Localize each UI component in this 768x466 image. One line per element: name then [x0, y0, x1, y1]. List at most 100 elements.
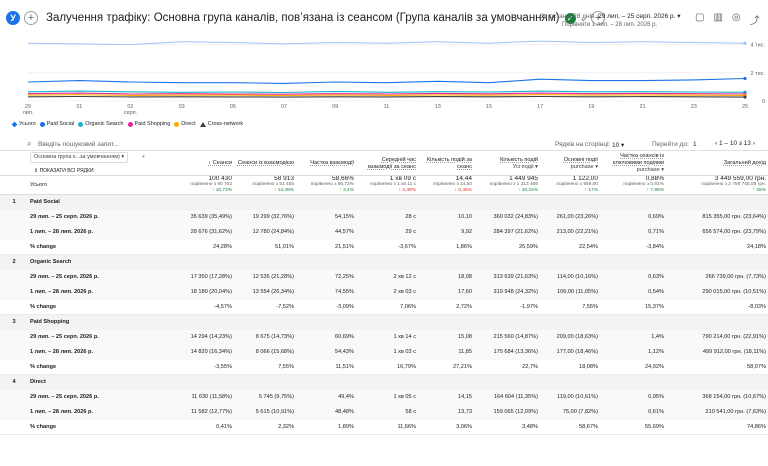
column-event-select[interactable]: Усі події ▾: [512, 163, 538, 170]
group-name[interactable]: Paid Shopping: [28, 314, 768, 330]
totals-cell: 3 449 559,00 грн. порівняно з 2 759 745,0…: [666, 175, 768, 195]
series-line: [27, 94, 746, 97]
metric-column-header[interactable]: Кількість подій за сеанс: [418, 152, 474, 176]
table-cell: 18 180 (20,04%): [158, 284, 234, 300]
table-cell: 313 639 (21,63%): [474, 269, 540, 285]
add-dimension-button[interactable]: +: [140, 154, 145, 160]
change-cell: 2,72%: [418, 299, 474, 315]
x-tick-label: 17: [537, 104, 543, 110]
goto-input[interactable]: 1: [693, 141, 697, 148]
group-index: 3: [0, 314, 28, 330]
table-cell: 261,00 (23,26%): [540, 209, 600, 225]
prev-page-icon[interactable]: ‹: [715, 140, 718, 147]
legend-item[interactable]: Organic Search: [78, 121, 124, 127]
table-cell: 0,95%: [600, 389, 666, 405]
legend-item[interactable]: Усього: [11, 121, 36, 127]
row-date-label: 29 лип. – 25 серп. 2026 р.: [28, 269, 158, 285]
metric-column-header[interactable]: ↓ Сеанси: [158, 152, 234, 176]
date-range-picker[interactable]: За останні 28 днів 29 лип. – 25 серп. 20…: [540, 13, 681, 29]
legend-item[interactable]: Cross-network: [199, 121, 243, 127]
search-input[interactable]: Введіть пошуковий запит...: [38, 141, 119, 148]
column-label[interactable]: Середній час взаємодії за сеанс: [367, 156, 416, 170]
table-cell: 815 355,00 грн. (23,64%): [666, 209, 768, 225]
date-compare: Порівняти 1 лип. – 28 лип. 2026 р.: [562, 22, 658, 28]
column-label[interactable]: ↓ Сеанси: [208, 160, 232, 166]
x-tick-label: 11: [384, 104, 390, 110]
metric-column-header[interactable]: Загальний дохід: [666, 152, 768, 176]
totals-cell: 0,88% порівняно з 0,81% ↑ 7,98%: [600, 175, 666, 195]
row-spacer: [0, 404, 28, 420]
column-label[interactable]: Частка взаємодії: [310, 160, 354, 166]
column-event-select[interactable]: purchase ▾: [636, 167, 664, 173]
share-icon[interactable]: ⤴: [749, 16, 760, 27]
legend-item[interactable]: Paid Social: [39, 121, 75, 127]
group-name[interactable]: Paid Social: [28, 194, 768, 210]
totals-delta: ↑ 10,73%: [211, 188, 232, 193]
report-toolbar: ▢ ▥ ◎ ⤴ 〰: [695, 12, 768, 27]
avatar[interactable]: У: [6, 11, 20, 25]
metric-column-header[interactable]: Частка сеансів із ключовими подіями purch…: [600, 152, 666, 176]
legend-swatch: [11, 121, 18, 127]
insights-icon[interactable]: ◎: [731, 12, 741, 23]
table-cell: 11,85: [418, 344, 474, 360]
row-date-label: 1 лип. – 28 лип. 2026 р.: [28, 404, 158, 420]
metric-column-header[interactable]: Кількість подій Усі події ▾: [474, 152, 540, 176]
compare-icon[interactable]: ▥: [713, 12, 723, 23]
group-row: 4 Direct: [0, 374, 768, 390]
row-spacer: [0, 359, 28, 375]
group-index: 4: [0, 374, 28, 390]
table-cell: 14 820 (16,34%): [158, 344, 234, 360]
metric-column-header[interactable]: Основні події purchase ▾: [540, 152, 600, 176]
metric-column-header[interactable]: Середній час взаємодії за сеанс: [356, 152, 418, 176]
table-cell: 1 хв 14 с: [356, 329, 418, 345]
chevron-down-icon[interactable]: ⌄: [579, 12, 588, 23]
line-chart: 29 лип.31 02 серп.03 05 07 09 11 13 15 17 19 21 23 25 …: [23, 40, 765, 116]
change-cell: -8,03%: [666, 299, 768, 315]
table-cell: 48,48%: [296, 404, 356, 420]
group-index: 2: [0, 254, 28, 270]
column-label[interactable]: Частка сеансів із ключовими подіями: [612, 153, 664, 166]
metric-column-header[interactable]: Частка взаємодії: [296, 152, 356, 176]
totals-compare: порівняно з 14,50: [433, 182, 472, 187]
column-label[interactable]: Кількість подій за сеанс: [426, 156, 472, 170]
change-cell: 7,06%: [356, 299, 418, 315]
column-label[interactable]: Сеанси із взаємодією: [237, 160, 294, 166]
row-spacer: [0, 329, 28, 345]
change-cell: -1,97%: [474, 299, 540, 315]
legend-label: Paid Social: [46, 121, 75, 127]
group-name[interactable]: Organic Search: [28, 254, 768, 270]
show-all-rows-button[interactable]: ⇕ ПОКАЗАТИ ВСІ РЯДКИ: [34, 168, 94, 174]
dimension-select[interactable]: Основна група к...за умовчанням) ▾: [30, 152, 129, 163]
table-cell: 60,69%: [296, 329, 356, 345]
change-row: % change -3,55% 7,55% 11,51% 16,79% 27,21% 22,…: [0, 359, 768, 375]
column-label[interactable]: Кількість подій: [500, 156, 538, 163]
table-cell: 58 с: [356, 404, 418, 420]
table-row: 29 лип. – 25 серп. 2026 р. 14 294 (14,23%…: [0, 329, 768, 345]
group-name[interactable]: Direct: [28, 374, 768, 390]
totals-compare: порівняно з 0,81%: [623, 182, 664, 187]
x-tick-label: 21: [640, 104, 646, 110]
change-row: % change -4,57% -7,52% -3,09% 7,06% 2,72% -1,9…: [0, 299, 768, 315]
legend-item[interactable]: Direct: [174, 121, 196, 127]
column-label[interactable]: Загальний дохід: [723, 160, 766, 166]
column-label[interactable]: Основні події: [563, 156, 598, 163]
rows-per-page-label: Рядків на сторінці:: [555, 141, 611, 148]
add-comparison-button[interactable]: +: [24, 11, 38, 25]
table-cell: 0,54%: [600, 284, 666, 300]
rows-per-page-select[interactable]: 10 ▾: [612, 142, 625, 149]
totals-label: Усього: [28, 175, 158, 195]
rows-per-page-value: 10: [612, 142, 620, 149]
table-cell: 54,15%: [296, 209, 356, 225]
add-filter-button[interactable]: +: [591, 11, 606, 25]
legend-item[interactable]: Paid Shopping: [127, 121, 170, 127]
metric-column-header[interactable]: Сеанси із взаємодією: [234, 152, 296, 176]
change-cell: -3,84%: [600, 239, 666, 255]
change-cell: 21,51%: [296, 239, 356, 255]
next-page-icon[interactable]: ›: [752, 140, 755, 147]
table-cell: 28 с: [356, 209, 418, 225]
column-event-select[interactable]: purchase ▾: [570, 163, 598, 170]
customize-report-icon[interactable]: ▢: [695, 12, 705, 23]
series-line: [27, 77, 746, 84]
table-cell: 499 912,00 грн. (18,11%): [666, 344, 768, 360]
